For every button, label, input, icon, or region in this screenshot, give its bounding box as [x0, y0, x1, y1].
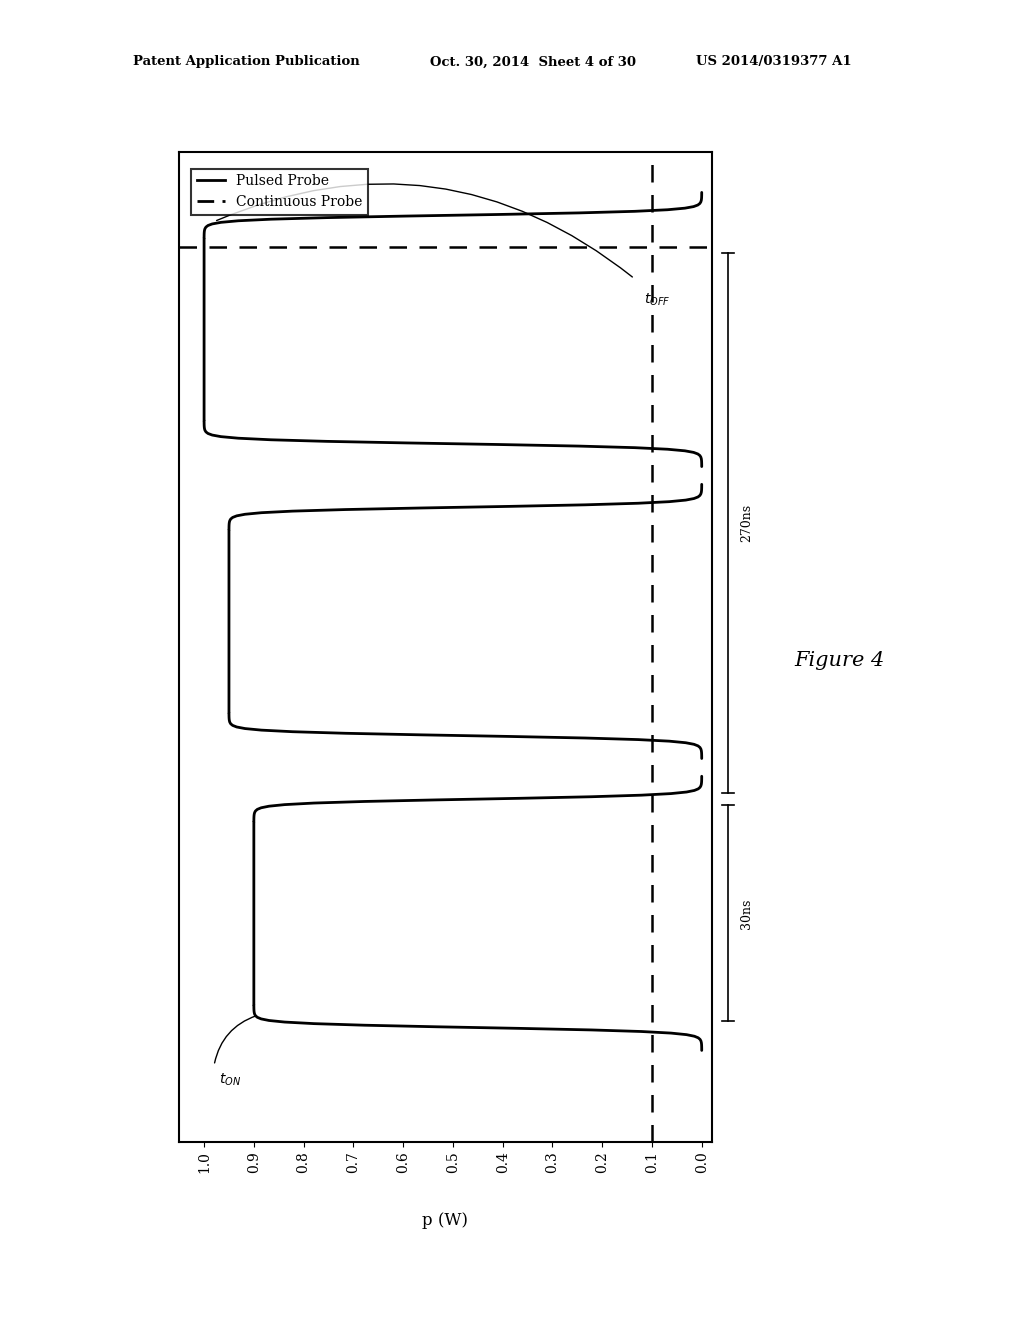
Text: Oct. 30, 2014  Sheet 4 of 30: Oct. 30, 2014 Sheet 4 of 30	[430, 55, 636, 69]
X-axis label: p (W): p (W)	[423, 1212, 468, 1229]
Text: 270ns: 270ns	[740, 504, 754, 543]
Text: $t_{OFF}$: $t_{OFF}$	[644, 292, 671, 308]
Text: Figure 4: Figure 4	[795, 651, 885, 669]
Legend: Pulsed Probe, Continuous Probe: Pulsed Probe, Continuous Probe	[191, 169, 368, 215]
Text: Patent Application Publication: Patent Application Publication	[133, 55, 359, 69]
Text: $t_{ON}$: $t_{ON}$	[219, 1072, 241, 1089]
Text: US 2014/0319377 A1: US 2014/0319377 A1	[696, 55, 852, 69]
Text: 30ns: 30ns	[740, 898, 754, 928]
